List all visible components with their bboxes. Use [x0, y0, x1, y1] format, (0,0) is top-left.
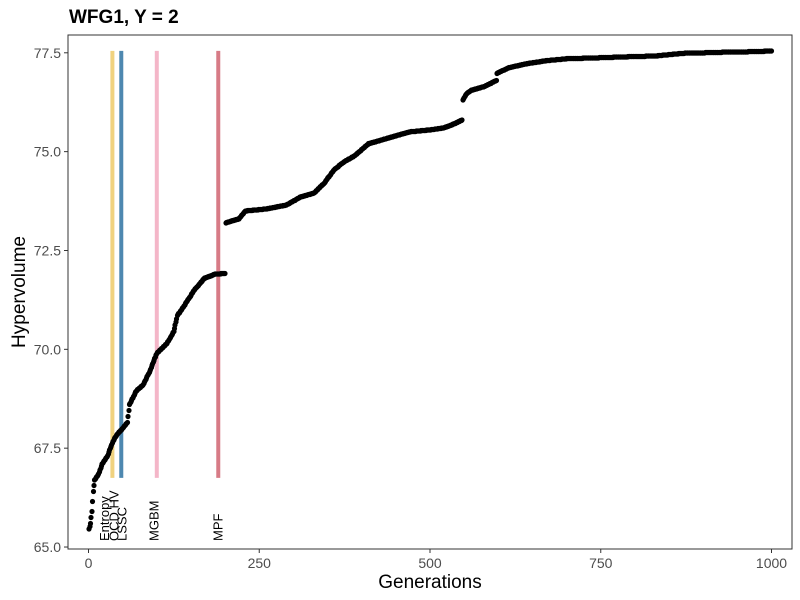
marker-label-mpf: MPF [210, 514, 225, 542]
marker-label-mgbm: MGBM [147, 501, 162, 541]
data-point [89, 498, 96, 505]
y-axis-title: Hypervolume [9, 236, 30, 348]
marker-label-entropy: Entropy [97, 496, 112, 541]
data-points [86, 48, 775, 532]
x-axis: 0 250 500 750 1000 [85, 549, 787, 571]
data-point [89, 508, 95, 515]
chart-title: WFG1, Y = 2 [69, 7, 179, 28]
y-tick-label: 65.0 [34, 539, 61, 555]
y-tick-label: 67.5 [34, 440, 61, 456]
data-point [87, 520, 94, 527]
data-point [124, 419, 131, 426]
data-point [90, 488, 97, 495]
y-axis: 65.0 67.5 70.0 72.5 75.0 77.5 [34, 45, 68, 555]
data-point [222, 270, 228, 277]
vertical-lines [110, 50, 221, 478]
marker-label-lssc: LSSC [115, 507, 130, 541]
data-point [493, 77, 500, 84]
data-point [91, 482, 97, 489]
y-tick-label: 75.0 [34, 144, 61, 160]
y-tick-label: 72.5 [34, 242, 61, 258]
x-axis-title: Generations [378, 572, 482, 593]
x-tick-label: 250 [248, 555, 272, 571]
data-point [768, 48, 775, 54]
data-point [88, 514, 94, 521]
x-tick-label: 1000 [756, 555, 787, 571]
x-tick-label: 0 [85, 555, 93, 571]
marker-label-ocd-hv: OCD HV [106, 490, 121, 541]
data-point [125, 413, 131, 420]
x-tick-label: 500 [418, 555, 442, 571]
x-tick-label: 750 [589, 555, 613, 571]
y-tick-label: 70.0 [34, 341, 61, 357]
plot-panel [67, 34, 793, 550]
data-point [126, 407, 132, 414]
y-tick-label: 77.5 [34, 45, 61, 61]
data-point [459, 117, 465, 123]
